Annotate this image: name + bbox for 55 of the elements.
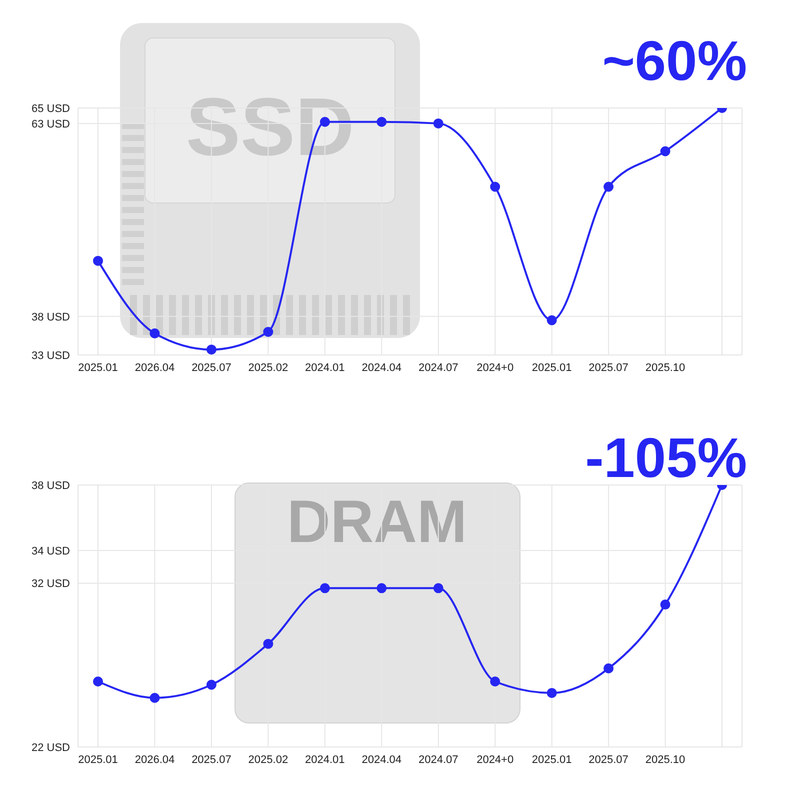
chart-title: -105% bbox=[585, 425, 747, 490]
x-tick-label: 2025.01 bbox=[532, 362, 572, 374]
point bbox=[206, 680, 216, 690]
x-tick-label: 2025.07 bbox=[588, 754, 628, 766]
x-tick-label: 2024.07 bbox=[418, 754, 458, 766]
point bbox=[604, 182, 614, 192]
x-tick-label: 2025.01 bbox=[78, 754, 118, 766]
x-tick-label: 2025.10 bbox=[645, 754, 686, 766]
point bbox=[320, 583, 330, 594]
point bbox=[93, 256, 103, 266]
point bbox=[604, 663, 614, 674]
x-tick-label: 2024+0 bbox=[476, 362, 514, 374]
y-tick-label: 63 USD bbox=[31, 118, 70, 130]
point bbox=[150, 328, 160, 338]
x-tick-label: 2025.01 bbox=[532, 754, 572, 766]
y-tick-label: 34 USD bbox=[31, 545, 70, 558]
x-tick-label: 2025.02 bbox=[248, 362, 288, 374]
point bbox=[150, 692, 160, 703]
x-tick-label: 2025.01 bbox=[78, 362, 118, 374]
x-tick-label: 2025.07 bbox=[588, 362, 628, 374]
point bbox=[660, 600, 670, 610]
y-tick-label: 65 USD bbox=[31, 102, 70, 115]
chip-icon: DRAM bbox=[234, 482, 520, 724]
y-tick-label: 32 USD bbox=[31, 578, 70, 590]
annotation: DRAM bbox=[287, 488, 467, 555]
point bbox=[490, 182, 500, 192]
point bbox=[376, 583, 387, 594]
y-tick-label: 38 USD bbox=[31, 480, 70, 492]
x-tick-label: 2025.07 bbox=[192, 754, 232, 766]
x-tick-label: 2024.04 bbox=[362, 754, 402, 766]
point bbox=[263, 638, 274, 649]
x-tick-label: 2024.01 bbox=[305, 362, 345, 374]
x-tick-label: 2026.04 bbox=[134, 754, 175, 766]
y-tick-label: 33 USD bbox=[31, 350, 70, 362]
y-tick-label: 38 USD bbox=[31, 311, 70, 324]
x-tick-label: 2026.04 bbox=[134, 362, 175, 374]
point bbox=[263, 326, 274, 337]
point bbox=[546, 688, 557, 698]
x-tick-label: 2025.07 bbox=[192, 362, 232, 374]
x-tick-label: 2024.07 bbox=[418, 362, 458, 374]
x-tick-label: 2024.01 bbox=[305, 754, 345, 766]
point bbox=[546, 315, 557, 326]
point bbox=[206, 344, 216, 355]
point bbox=[490, 676, 500, 686]
x-tick-label: 2025.10 bbox=[645, 362, 686, 374]
chart-title: ~60% bbox=[602, 28, 747, 93]
point bbox=[660, 146, 670, 156]
point bbox=[93, 676, 103, 686]
point bbox=[433, 583, 444, 594]
x-tick-label: 2024.04 bbox=[362, 362, 402, 374]
y-tick-label: 22 USD bbox=[31, 742, 70, 754]
x-tick-label: 2025.02 bbox=[248, 754, 288, 766]
point bbox=[376, 116, 387, 127]
x-tick-label: 2024+0 bbox=[476, 754, 514, 766]
point bbox=[433, 118, 444, 128]
